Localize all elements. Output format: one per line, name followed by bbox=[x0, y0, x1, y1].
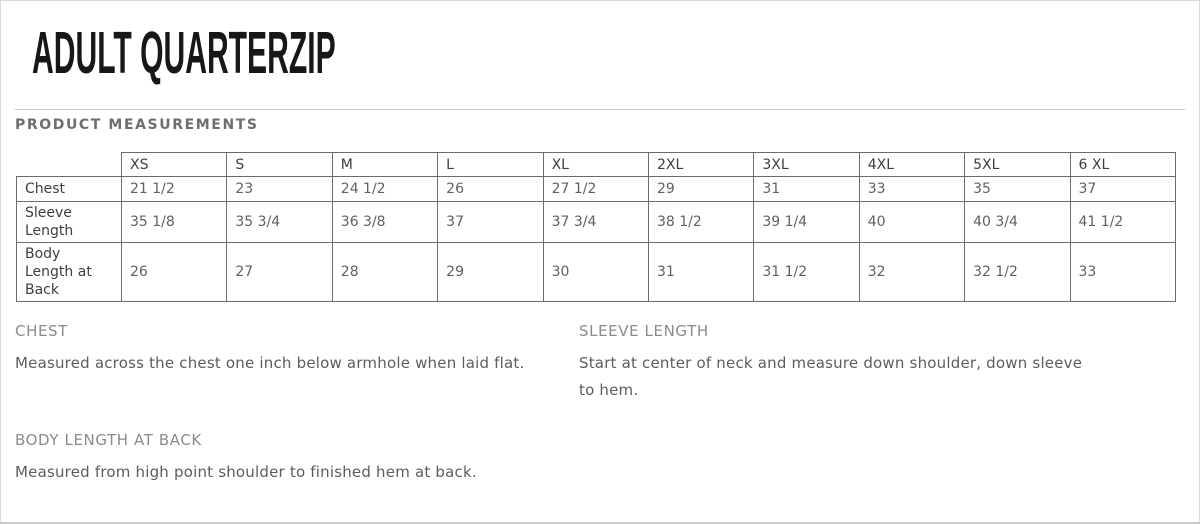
measurement-cell: 26 bbox=[437, 176, 544, 202]
measurement-cell: 37 bbox=[437, 201, 544, 243]
size-header-row: XS S M L XL 2XL 3XL 4XL 5XL 6 XL bbox=[17, 152, 1177, 177]
measurement-cell: 35 1/8 bbox=[120, 201, 228, 243]
measurement-cell: 38 1/2 bbox=[647, 201, 755, 243]
definition-term: CHEST bbox=[15, 322, 68, 340]
size-header: 6 XL bbox=[1069, 152, 1177, 177]
definition-term: SLEEVE LENGTH bbox=[579, 322, 709, 340]
definition-term: BODY LENGTH AT BACK bbox=[15, 431, 202, 449]
row-label: Chest bbox=[16, 176, 122, 202]
measurement-cell: 32 1/2 bbox=[964, 242, 1071, 302]
measurement-cell: 39 1/4 bbox=[753, 201, 860, 243]
row-label: Sleeve Length bbox=[16, 201, 122, 243]
definition-description: Start at center of neck and measure down… bbox=[579, 354, 1083, 399]
measurement-cell: 23 bbox=[226, 176, 333, 202]
measurement-cell: 40 3/4 bbox=[964, 201, 1071, 243]
definition-sleeve-length: SLEEVE LENGTH Start at center of neck an… bbox=[579, 321, 1099, 404]
size-header: XS bbox=[120, 152, 228, 177]
measurement-cell: 27 bbox=[226, 242, 333, 302]
measurement-cell: 33 bbox=[858, 176, 966, 202]
table-corner-spacer bbox=[17, 153, 122, 177]
measurement-cell: 35 bbox=[964, 176, 1071, 202]
page-title: ADULT QUARTERZIP bbox=[32, 20, 336, 86]
size-header: L bbox=[437, 152, 544, 177]
measurement-cell: 33 bbox=[1069, 242, 1177, 302]
measurement-cell: 28 bbox=[331, 242, 439, 302]
measurement-cell: 31 1/2 bbox=[753, 242, 860, 302]
section-heading: PRODUCT MEASUREMENTS bbox=[15, 117, 259, 133]
measurement-cell: 30 bbox=[542, 242, 649, 302]
size-header: 4XL bbox=[858, 152, 966, 177]
measurements-table: XS S M L XL 2XL 3XL 4XL 5XL 6 XL Chest 2… bbox=[16, 152, 1177, 302]
table-row-chest: Chest 21 1/2 23 24 1/2 26 27 1/2 29 31 3… bbox=[16, 176, 1177, 202]
table-row-sleeve-length: Sleeve Length 35 1/8 35 3/4 36 3/8 37 37… bbox=[16, 201, 1177, 243]
measurement-cell: 24 1/2 bbox=[331, 176, 439, 202]
measurement-cell: 32 bbox=[858, 242, 966, 302]
row-label: Body Length at Back bbox=[16, 242, 122, 302]
definition-chest: CHEST Measured across the chest one inch… bbox=[15, 321, 563, 377]
size-header: 5XL bbox=[964, 152, 1071, 177]
measurement-cell: 40 bbox=[858, 201, 966, 243]
definition-description: Measured across the chest one inch below… bbox=[15, 354, 525, 372]
measurement-cell: 31 bbox=[753, 176, 860, 202]
measurement-cell: 37 3/4 bbox=[542, 201, 649, 243]
measurement-cell: 31 bbox=[647, 242, 755, 302]
measurement-cell: 26 bbox=[120, 242, 228, 302]
size-header: 2XL bbox=[647, 152, 755, 177]
size-header: 3XL bbox=[753, 152, 860, 177]
measurement-cell: 27 1/2 bbox=[542, 176, 649, 202]
measurement-cell: 21 1/2 bbox=[120, 176, 228, 202]
measurement-cell: 35 3/4 bbox=[226, 201, 333, 243]
header-divider bbox=[15, 109, 1185, 110]
measurement-cell: 36 3/8 bbox=[331, 201, 439, 243]
measurement-cell: 29 bbox=[647, 176, 755, 202]
definition-description: Measured from high point shoulder to fin… bbox=[15, 463, 477, 481]
size-header: XL bbox=[542, 152, 649, 177]
size-header: M bbox=[331, 152, 439, 177]
measurements-table-wrap: XS S M L XL 2XL 3XL 4XL 5XL 6 XL Chest 2… bbox=[16, 152, 1177, 302]
measurement-cell: 37 bbox=[1069, 176, 1177, 202]
measurement-cell: 41 1/2 bbox=[1069, 201, 1177, 243]
size-header: S bbox=[226, 152, 333, 177]
measurement-cell: 29 bbox=[437, 242, 544, 302]
table-row-body-length: Body Length at Back 26 27 28 29 30 31 31… bbox=[16, 242, 1177, 302]
definition-body-length-at-back: BODY LENGTH AT BACK Measured from high p… bbox=[15, 430, 635, 486]
